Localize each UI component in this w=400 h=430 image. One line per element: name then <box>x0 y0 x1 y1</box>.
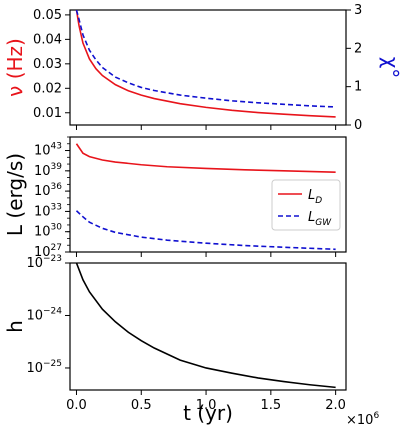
legend-entry: LGW <box>308 210 332 228</box>
y2-axis-label: χ° <box>379 57 400 79</box>
x-axis-label: t (yr) <box>183 401 233 425</box>
tick-label: 10−25 <box>26 359 62 376</box>
y-tick-label: 0.04 <box>33 32 62 47</box>
tick-label-base: 10 <box>34 225 51 240</box>
x-tick-label: 0.0 <box>66 398 87 413</box>
tick-label-exponent: 33 <box>51 202 62 212</box>
plot-frame <box>69 262 347 391</box>
y2-tick-label: 0 <box>354 118 362 133</box>
tick-label: 1033 <box>34 202 62 219</box>
legend-box <box>271 179 341 231</box>
series-line-middle-1 <box>75 210 336 251</box>
legend-entry-symbol: L <box>308 188 315 203</box>
y2-tick-label: 1 <box>354 80 362 95</box>
tick-label-exponent: 30 <box>51 223 63 233</box>
tick-label: 1027 <box>34 243 62 260</box>
plot-frame <box>69 9 347 126</box>
tick-label-exponent: 36 <box>51 182 63 192</box>
tick-label-base: 10 <box>34 245 51 260</box>
series-line-bottom-0 <box>75 263 336 389</box>
series-line-top-0 <box>75 10 336 118</box>
y2-tick-label: 2 <box>354 41 362 56</box>
legend-entry: LD <box>308 188 322 206</box>
tick-label-exponent: −23 <box>43 254 62 264</box>
tick-label: 10−24 <box>26 306 62 323</box>
tick-label: 1036 <box>34 182 62 199</box>
panel-frequency: 0.01 0.02 0.03 0.04 0.05 0 1 2 3 χ° ν (Hz) <box>3 3 400 133</box>
x-tick-label: 1.5 <box>261 398 282 413</box>
tick-label-exponent: 6 <box>373 411 379 421</box>
tick-label: 1043 <box>34 142 62 159</box>
plot-frame <box>69 136 347 253</box>
tick-label-base: 10 <box>34 144 51 159</box>
tick-label-exponent: −25 <box>43 359 62 369</box>
y-axis-label: L (erg/s) <box>3 153 27 236</box>
tick-label-exponent: −24 <box>43 306 62 316</box>
legend-entry-subscript: GW <box>315 218 332 228</box>
tick-label: 1039 <box>34 162 62 179</box>
x-tick-label: 1.0 <box>196 398 217 413</box>
y-axis-label: h <box>3 320 27 333</box>
y-tick-label: 0.01 <box>33 106 62 121</box>
tick-label-base: 10 <box>26 308 43 323</box>
tick-label-exponent: 27 <box>51 243 62 253</box>
y-tick-label: 0.03 <box>33 57 62 72</box>
legend-entry-symbol: L <box>308 210 315 225</box>
tick-label-exponent: 39 <box>51 162 63 172</box>
y2-tick-label: 3 <box>354 3 362 18</box>
x-tick-label: 0.5 <box>131 398 152 413</box>
x-tick-label: 2.0 <box>325 398 346 413</box>
y-axis-label: ν (Hz) <box>3 38 27 97</box>
tick-label-base: 10 <box>34 164 51 179</box>
tick-label-base: ×10 <box>346 413 373 428</box>
tick-label-base: 10 <box>34 184 51 199</box>
tick-label: 1030 <box>34 223 62 240</box>
tick-label-base: 10 <box>26 361 43 376</box>
tick-label-exponent: 43 <box>51 142 62 152</box>
tick-label-base: 10 <box>26 256 43 271</box>
tick-label: ×106 <box>346 411 379 428</box>
y-tick-label: 0.02 <box>33 81 62 96</box>
legend-entry-subscript: D <box>315 196 322 206</box>
y-tick-label: 0.05 <box>33 8 62 23</box>
tick-label: 10−23 <box>26 254 62 271</box>
series-line-top-1 <box>75 10 336 108</box>
tick-label-base: 10 <box>34 204 51 219</box>
series-line-middle-0 <box>75 143 336 173</box>
